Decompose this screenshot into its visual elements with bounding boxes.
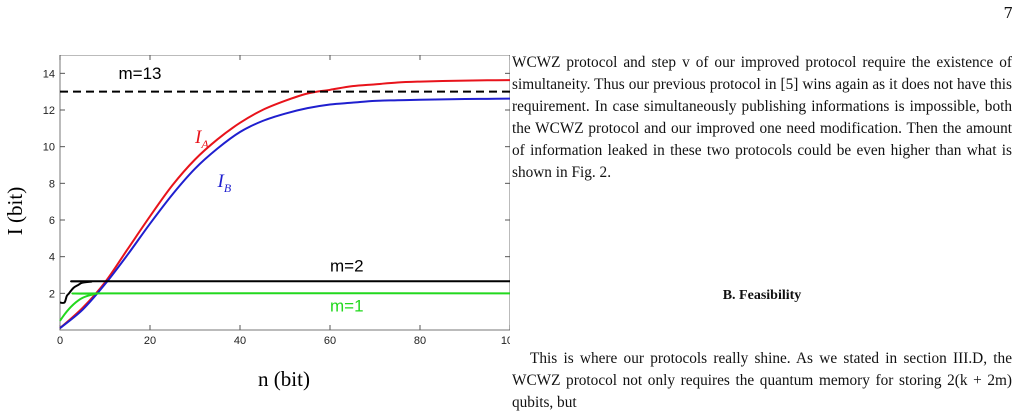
series-label-main: I — [194, 127, 203, 148]
axes: 0 20 40 60 80 100 2 4 6 8 10 12 14 — [43, 55, 510, 347]
series-label-subscript: A — [200, 137, 209, 151]
x-tick-label: 100 — [501, 335, 510, 347]
series-label-main: I — [217, 171, 226, 192]
x-tick-label: 40 — [234, 335, 246, 347]
curve-annotation: m=2 — [330, 256, 364, 275]
x-tick-label: 0 — [57, 335, 63, 347]
x-tick-label: 60 — [324, 335, 336, 347]
y-tick-label: 10 — [43, 142, 55, 154]
curve-annotation: m=13 — [119, 64, 162, 83]
y-tick-label: 14 — [43, 68, 55, 80]
x-tick-label: 20 — [144, 335, 156, 347]
body-text-column: WCWZ protocol and step v of our improved… — [512, 52, 1012, 184]
series-line-m-1 — [59, 292, 510, 322]
curve-annotation: m=1 — [330, 297, 364, 316]
series-label-i-a: IA — [194, 127, 209, 151]
y-tick-label: 4 — [49, 252, 55, 264]
y-tick-label: 8 — [49, 178, 55, 190]
series-line-i-a — [59, 79, 510, 329]
plot-frame — [59, 55, 510, 331]
y-tick-label: 6 — [49, 215, 55, 227]
series-layer — [59, 79, 510, 329]
y-axis-label: I (bit) — [3, 187, 27, 235]
y-tick-label: 12 — [43, 105, 55, 117]
series-line-m-2 — [59, 280, 510, 304]
paragraph-2: This is where our protocols really shine… — [512, 350, 1012, 411]
x-tick-label: 80 — [414, 335, 426, 347]
page-number: 7 — [1003, 4, 1013, 22]
series-label-i-b: IB — [217, 171, 232, 195]
series-line-i-b — [59, 97, 510, 329]
section-heading: B. Feasibility — [722, 288, 802, 303]
paragraph-1: WCWZ protocol and step v of our improved… — [512, 54, 1012, 181]
y-tick-label: 2 — [49, 288, 55, 300]
x-axis-label: n (bit) — [258, 367, 310, 391]
series-label-subscript: B — [224, 181, 232, 195]
